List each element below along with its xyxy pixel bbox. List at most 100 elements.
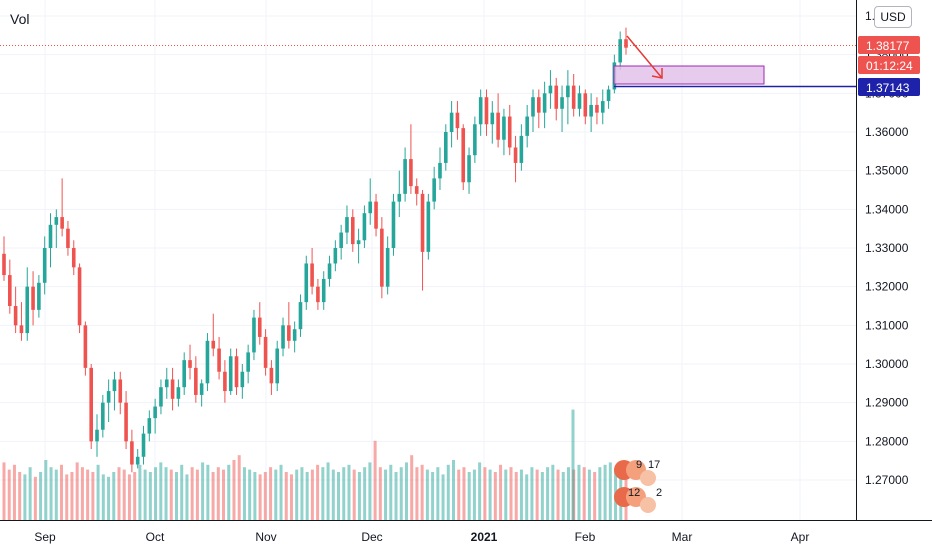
- volume-bar: [321, 467, 325, 520]
- candle-body: [333, 248, 338, 264]
- volume-bar: [70, 472, 74, 520]
- candle-body: [316, 286, 320, 303]
- time-axis[interactable]: Sep Oct Nov Dec 2021 Feb Mar Apr: [34, 530, 809, 544]
- candle-body: [95, 429, 99, 442]
- volume-bar: [546, 467, 550, 520]
- volume-bar: [263, 472, 267, 520]
- volume-bar: [138, 464, 142, 520]
- level-price-label: 1.37143: [858, 78, 920, 96]
- volume-bar: [305, 472, 309, 520]
- volume-bar: [174, 472, 178, 520]
- volume-bar: [101, 474, 105, 520]
- volume-bar: [180, 464, 184, 520]
- volume-bar: [59, 464, 63, 520]
- trend-arrow[interactable]: [626, 35, 663, 79]
- volume-bar: [127, 474, 131, 520]
- candle-body: [37, 282, 41, 310]
- volume-bar: [295, 469, 299, 520]
- candle-body: [531, 97, 535, 117]
- candle-body: [130, 441, 134, 465]
- volume-bar: [316, 464, 320, 520]
- volume-bar: [577, 464, 581, 520]
- candle-body: [496, 112, 500, 140]
- x-tick-label: Feb: [575, 530, 596, 544]
- candle-body: [228, 356, 233, 392]
- candle-body: [159, 387, 163, 407]
- volume-bar: [237, 455, 241, 520]
- flag-icon[interactable]: [640, 470, 656, 486]
- candle-body: [234, 356, 239, 388]
- candle-body: [583, 93, 588, 117]
- candle-body: [182, 360, 187, 388]
- volume-bar: [462, 467, 466, 520]
- candle-body: [438, 162, 442, 179]
- candle-body: [170, 379, 175, 399]
- volume-bar: [133, 472, 137, 520]
- candle-body: [19, 325, 24, 334]
- volume-bar: [248, 469, 252, 520]
- candle-body: [13, 306, 18, 326]
- volume-bar: [107, 476, 111, 520]
- volume-bar: [206, 464, 210, 520]
- candle-body: [188, 360, 192, 368]
- candle-body: [606, 89, 611, 102]
- x-tick-label: Sep: [34, 530, 56, 544]
- volume-bar: [91, 472, 95, 520]
- candle-body: [467, 155, 471, 183]
- candle-body: [321, 278, 326, 303]
- volume-bar: [279, 464, 283, 520]
- volume-bar: [310, 469, 314, 520]
- candle-body: [246, 352, 250, 372]
- last-price-label: 1.38177: [858, 36, 920, 54]
- candle-body: [368, 201, 373, 214]
- volume-bar: [44, 460, 48, 520]
- volume-bar: [300, 467, 304, 520]
- volume-bar: [452, 460, 456, 520]
- y-tick-label: 1.33000: [865, 241, 909, 255]
- candle-body: [490, 112, 495, 125]
- volume-bar: [457, 469, 461, 520]
- volume-bar: [185, 474, 189, 520]
- y-tick-label: 1.35000: [865, 164, 909, 178]
- volume-bar: [373, 440, 377, 520]
- y-tick-label: 1.28000: [865, 434, 909, 448]
- candle-body: [164, 379, 169, 388]
- candle-body: [414, 186, 419, 194]
- candle-body: [66, 228, 70, 248]
- economic-events[interactable]: 9 17 12 2: [614, 459, 662, 513]
- currency-selector-button[interactable]: USD: [874, 6, 912, 28]
- candle-body: [566, 85, 570, 98]
- candle-body: [554, 85, 559, 109]
- candle-body: [31, 286, 35, 310]
- candle-body: [2, 253, 6, 276]
- candle-body: [292, 329, 297, 341]
- flag-icon[interactable]: [640, 497, 656, 513]
- volume-bar: [493, 472, 497, 520]
- candle-body: [426, 201, 431, 252]
- volume-bar: [363, 467, 367, 520]
- supply-zone-rectangle[interactable]: [613, 65, 765, 85]
- candle-body: [89, 367, 93, 442]
- candle-body: [147, 418, 152, 434]
- candle-body: [101, 402, 105, 430]
- y-tick-label: 1.30000: [865, 357, 909, 371]
- candle-body: [391, 201, 396, 248]
- candlesticks: [2, 27, 628, 473]
- candle-body: [507, 116, 512, 148]
- candle-body: [560, 97, 564, 109]
- volume-bar: [567, 467, 571, 520]
- volume-bar: [326, 462, 330, 520]
- volume-bar: [190, 467, 194, 520]
- volume-bar: [39, 472, 43, 520]
- y-tick-label: 1.29000: [865, 396, 909, 410]
- x-tick-label: 2021: [471, 530, 498, 544]
- volume-bar: [556, 469, 560, 520]
- candle-body: [449, 112, 454, 132]
- volume-bar: [598, 467, 602, 520]
- x-tick-label: Dec: [361, 530, 382, 544]
- candle-body: [339, 232, 343, 248]
- candle-body: [112, 379, 117, 392]
- candle-body: [461, 128, 466, 183]
- candle-body: [542, 93, 547, 113]
